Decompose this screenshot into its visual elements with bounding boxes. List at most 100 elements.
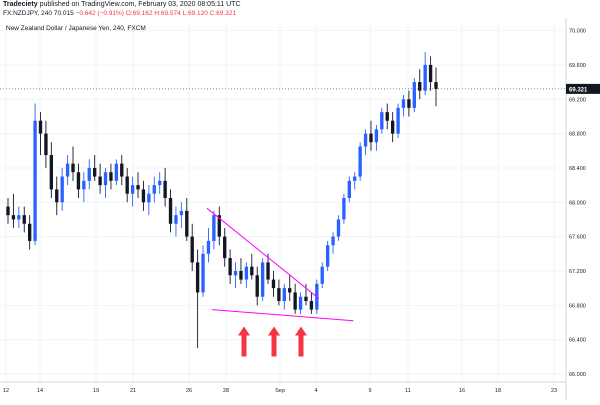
candle-body (217, 215, 221, 237)
candle-body (255, 275, 259, 297)
price-tick-label: 69.600 (569, 63, 586, 69)
candle-body (304, 296, 308, 302)
arrow-shaft (298, 334, 304, 357)
candle-body (190, 236, 194, 263)
candle-body (244, 266, 249, 280)
time-axis[interactable]: 12 14 19 21 26 28 Sep 4 9 11 16 18 23 (0, 381, 566, 394)
candle-body (109, 172, 113, 181)
candle-body (38, 120, 43, 134)
candle-body (266, 262, 270, 280)
ohlc-change: −0.642 (−0.91%) (75, 10, 124, 17)
candle-body (65, 163, 70, 177)
candles-group (6, 52, 438, 349)
candle-body (49, 155, 54, 190)
price-tick-label: 67.200 (569, 269, 586, 275)
candle-body (82, 180, 86, 190)
candle-body (298, 296, 303, 310)
candle-body (60, 176, 64, 203)
candle-body (125, 176, 129, 194)
price-tick-label: 69.200 (569, 97, 586, 103)
candle-body (11, 215, 16, 220)
candle-body (434, 82, 438, 89)
time-tick-label: 23 (551, 388, 557, 394)
candle-body (152, 185, 156, 194)
price-tick-label: 68.000 (569, 200, 586, 206)
candle-body (147, 193, 151, 203)
last-price-label: 69.321 (569, 87, 588, 93)
time-tick-label: 28 (223, 388, 229, 394)
chart-area[interactable]: 70.000 69.600 69.200 68.800 68.400 68.000 67.6… (0, 18, 600, 400)
candle-body (282, 288, 286, 302)
candle-body (374, 129, 379, 143)
time-tick-label: 21 (130, 388, 136, 394)
chart-header: Tradeciety published on TradingView.com,… (3, 1, 598, 19)
candle-body (325, 245, 330, 267)
price-tick-label: 70.000 (569, 29, 586, 35)
last-price-badge (566, 83, 600, 94)
candle-body (390, 120, 395, 134)
time-tick-label: 4 (314, 388, 317, 394)
candle-body (141, 189, 146, 203)
candle-body (407, 99, 411, 108)
candle-body (179, 210, 184, 216)
candle-body (260, 262, 265, 297)
support-trendline[interactable] (211, 309, 354, 322)
drawings-group (206, 207, 354, 357)
time-tick-label: 11 (405, 388, 411, 394)
candle-body (380, 112, 384, 130)
arrow-up-icon[interactable] (238, 326, 250, 357)
candle-body (347, 180, 351, 198)
arrow-up-icon[interactable] (268, 326, 280, 357)
candlestick-chart[interactable]: 70.000 69.600 69.200 68.800 68.400 68.000 67.6… (0, 18, 600, 400)
candle-body (71, 163, 75, 173)
candle-body (363, 133, 368, 147)
publish-line: Tradeciety published on TradingView.com,… (3, 1, 241, 8)
candle-body (331, 236, 335, 246)
candle-body (223, 236, 227, 259)
candle-body (396, 107, 400, 134)
candle-body (212, 215, 216, 241)
price-tick-label: 66.000 (569, 372, 586, 378)
candle-body (320, 266, 324, 284)
candle-body (353, 176, 357, 181)
candle-body (130, 185, 135, 194)
resistance-trendline[interactable] (206, 207, 320, 299)
candle-body (309, 301, 314, 310)
time-tick-label: 9 (368, 388, 371, 394)
ohlc-o-value: O:69.162 (125, 10, 153, 17)
time-tick-label: 26 (186, 388, 192, 394)
candle-body (185, 210, 189, 237)
arrow-head (238, 326, 250, 336)
candle-body (201, 253, 205, 293)
price-tick-label: 68.400 (569, 166, 586, 172)
candle-body (428, 64, 433, 83)
time-tick-label: 12 (3, 388, 9, 394)
arrow-head (268, 326, 280, 336)
candle-body (27, 223, 32, 241)
candle-body (271, 279, 276, 289)
arrow-head (295, 326, 307, 336)
time-tick-label: 14 (37, 388, 43, 394)
price-tick-label: 68.800 (569, 132, 586, 138)
time-tick-label: 18 (495, 388, 501, 394)
candle-body (76, 172, 81, 190)
candle-body (358, 146, 362, 177)
candle-body (120, 163, 124, 177)
time-tick-label: Sep (275, 388, 285, 394)
price-tick-label: 66.400 (569, 338, 586, 344)
author-name[interactable]: Tradeciety (3, 1, 38, 8)
candle-body (93, 167, 97, 177)
candle-body (239, 270, 243, 280)
chart-title: New Zealand Dollar / Japanese Yen, 240, … (6, 25, 146, 32)
price-axis[interactable]: 70.000 69.600 69.200 68.800 68.400 68.000 67.6… (565, 18, 600, 400)
published-text: published on TradingView.com, February 0… (39, 1, 241, 8)
candle-body (277, 288, 281, 302)
candle-body (418, 82, 422, 91)
candle-body (6, 206, 10, 216)
candle-body (44, 133, 48, 156)
candle-body (55, 189, 59, 203)
candle-body (423, 64, 427, 91)
arrow-up-icon[interactable] (295, 326, 307, 357)
ohlc-h-value: H:69.574 (154, 10, 181, 17)
candle-body (250, 266, 254, 276)
